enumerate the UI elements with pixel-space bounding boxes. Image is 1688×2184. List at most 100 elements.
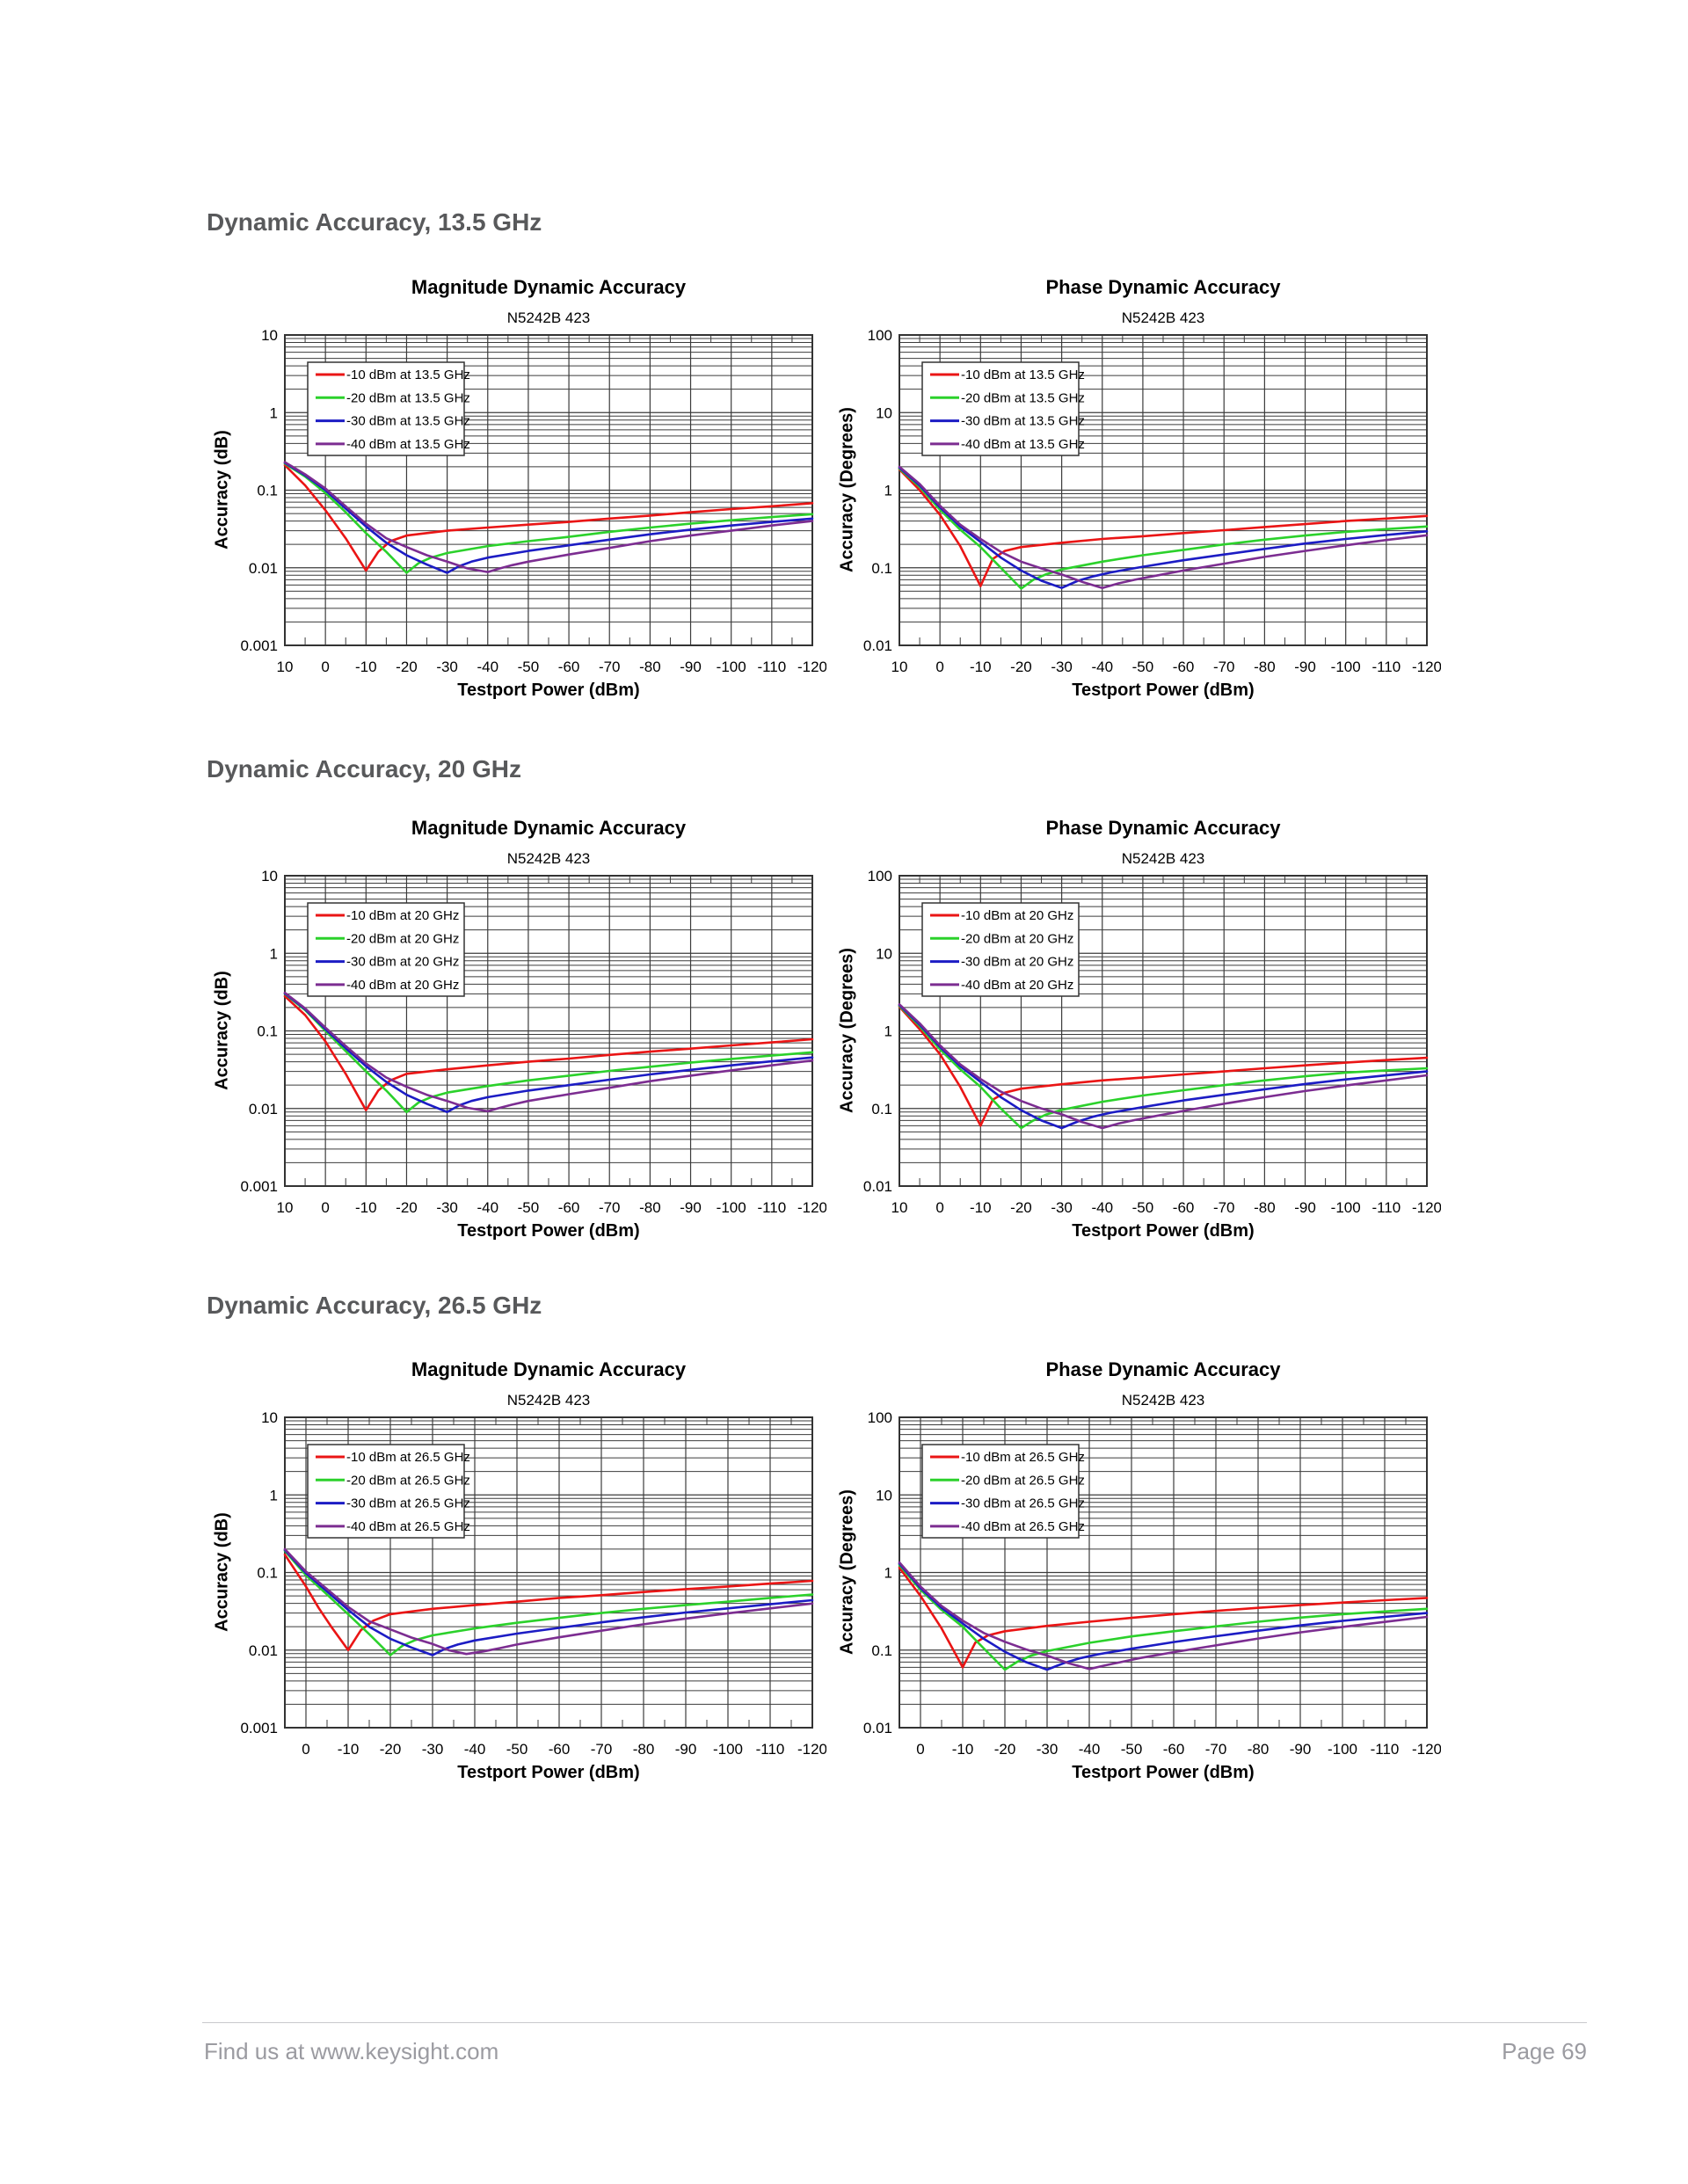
svg-text:0.01: 0.01 [863,1178,892,1195]
svg-text:0.1: 0.1 [871,1101,892,1117]
svg-text:-30 dBm at 13.5 GHz: -30 dBm at 13.5 GHz [961,414,1085,429]
svg-text:-40: -40 [477,659,498,675]
svg-text:0: 0 [935,659,943,675]
svg-text:-80: -80 [1254,1199,1276,1216]
svg-text:-90: -90 [675,1741,697,1758]
svg-text:-120: -120 [797,1199,826,1216]
svg-text:-10: -10 [970,659,992,675]
svg-text:-60: -60 [558,659,580,675]
svg-text:0: 0 [302,1741,309,1758]
svg-text:1: 1 [270,404,278,421]
svg-text:-30 dBm at 26.5 GHz: -30 dBm at 26.5 GHz [961,1496,1085,1511]
svg-text:-120: -120 [797,659,826,675]
svg-text:-40 dBm at 13.5 GHz: -40 dBm at 13.5 GHz [346,437,470,452]
svg-text:0.001: 0.001 [240,1178,278,1195]
svg-text:0.1: 0.1 [257,483,278,499]
svg-text:-70: -70 [599,659,621,675]
svg-text:-80: -80 [639,659,661,675]
chart-title: Magnitude Dynamic Accuracy [411,1358,687,1380]
svg-text:-10 dBm at 26.5 GHz: -10 dBm at 26.5 GHz [346,1450,470,1465]
svg-text:-40: -40 [477,1199,498,1216]
svg-text:-20: -20 [994,1741,1016,1758]
svg-text:-20 dBm at 26.5 GHz: -20 dBm at 26.5 GHz [961,1473,1085,1488]
svg-text:-20: -20 [396,659,418,675]
svg-text:-40 dBm at 13.5 GHz: -40 dBm at 13.5 GHz [961,437,1085,452]
svg-text:-10 dBm at 20 GHz: -10 dBm at 20 GHz [961,908,1073,923]
x-axis-title: Testport Power (dBm) [457,681,640,700]
svg-text:-30 dBm at 20 GHz: -30 dBm at 20 GHz [346,955,459,970]
svg-text:-50: -50 [1132,1199,1154,1216]
svg-text:1: 1 [884,1023,892,1040]
chart-title: Phase Dynamic Accuracy [1045,1358,1281,1380]
svg-text:-10: -10 [952,1741,974,1758]
svg-text:100: 100 [868,1409,892,1426]
svg-text:-40: -40 [464,1741,486,1758]
x-axis-title: Testport Power (dBm) [1072,1763,1255,1782]
svg-text:0.1: 0.1 [871,560,892,577]
svg-text:-110: -110 [757,659,786,675]
chart-title: Phase Dynamic Accuracy [1045,817,1281,839]
svg-text:-90: -90 [680,659,702,675]
svg-text:-30 dBm at 20 GHz: -30 dBm at 20 GHz [961,955,1073,970]
chart-magnitude-13-5-ghz: Magnitude Dynamic Accuracy N5242B 423 Ac… [202,264,827,703]
svg-text:10: 10 [261,1409,278,1426]
svg-text:-40: -40 [1091,1199,1113,1216]
svg-text:-10 dBm at 20 GHz: -10 dBm at 20 GHz [346,908,459,923]
svg-text:-120: -120 [1412,1199,1441,1216]
svg-text:-120: -120 [1412,1741,1441,1758]
svg-text:-50: -50 [506,1741,528,1758]
svg-text:-30: -30 [1051,659,1073,675]
chart-phase-13-5-ghz: Phase Dynamic Accuracy N5242B 423 Accura… [817,264,1442,703]
svg-text:-70: -70 [591,1741,613,1758]
svg-text:-100: -100 [717,659,746,675]
svg-text:10: 10 [891,1199,908,1216]
svg-text:-70: -70 [1213,659,1235,675]
svg-text:-100: -100 [1328,1741,1357,1758]
svg-text:100: 100 [868,868,892,885]
chart-phase-26-5-ghz: Phase Dynamic Accuracy N5242B 423 Accura… [817,1346,1442,1786]
svg-text:-80: -80 [1254,659,1276,675]
svg-text:-70: -70 [1205,1741,1227,1758]
svg-text:0.01: 0.01 [863,1720,892,1736]
svg-text:-90: -90 [1294,659,1316,675]
footer-divider [202,2022,1587,2023]
svg-text:-100: -100 [1331,659,1361,675]
svg-text:-40: -40 [1091,659,1113,675]
svg-text:-20 dBm at 20 GHz: -20 dBm at 20 GHz [346,931,459,946]
svg-text:-10: -10 [355,1199,377,1216]
svg-text:-60: -60 [549,1741,571,1758]
svg-text:-40 dBm at 26.5 GHz: -40 dBm at 26.5 GHz [346,1519,470,1534]
svg-text:-120: -120 [797,1741,826,1758]
svg-text:-10: -10 [355,659,377,675]
svg-text:-40 dBm at 20 GHz: -40 dBm at 20 GHz [346,978,459,993]
svg-text:0.001: 0.001 [240,637,278,654]
svg-text:10: 10 [277,659,294,675]
svg-text:-70: -70 [1213,1199,1235,1216]
chart-subtitle: N5242B 423 [1121,309,1205,326]
svg-text:0.1: 0.1 [257,1023,278,1040]
svg-text:100: 100 [868,327,892,344]
svg-text:-60: -60 [558,1199,580,1216]
svg-text:-100: -100 [717,1199,746,1216]
svg-text:0: 0 [321,659,329,675]
svg-text:-20: -20 [1010,659,1032,675]
chart-subtitle: N5242B 423 [1121,1392,1205,1409]
svg-text:-10: -10 [338,1741,360,1758]
svg-text:0: 0 [321,1199,329,1216]
chart-subtitle: N5242B 423 [506,1392,591,1409]
svg-text:-90: -90 [1294,1199,1316,1216]
svg-text:-80: -80 [1248,1741,1270,1758]
footer-website-text: Find us at www.keysight.com [204,2038,499,2064]
svg-text:0: 0 [916,1741,924,1758]
svg-text:-60: -60 [1163,1741,1185,1758]
svg-text:1: 1 [270,1487,278,1503]
svg-text:-30 dBm at 13.5 GHz: -30 dBm at 13.5 GHz [346,414,470,429]
svg-text:10: 10 [876,945,892,962]
svg-text:-50: -50 [518,1199,540,1216]
chart-title: Magnitude Dynamic Accuracy [411,817,687,839]
section-heading-13-5-ghz: Dynamic Accuracy, 13.5 GHz [207,208,542,236]
svg-text:-50: -50 [1132,659,1154,675]
svg-text:0.01: 0.01 [249,560,278,577]
chart-subtitle: N5242B 423 [506,309,591,326]
